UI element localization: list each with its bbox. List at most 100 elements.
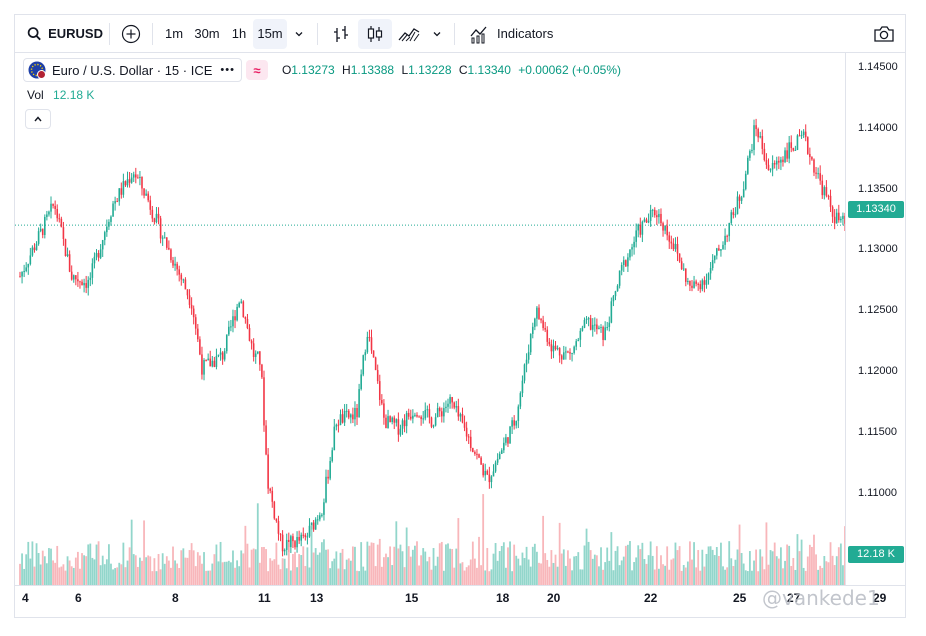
candle-body: [837, 212, 840, 221]
candle-body: [62, 227, 65, 239]
volume-bar: [416, 541, 418, 585]
candle-body: [213, 360, 216, 367]
interval-button-1m[interactable]: 1m: [159, 19, 189, 49]
candles-style-button[interactable]: [358, 18, 392, 49]
volume-bar: [184, 557, 187, 585]
volume-bar: [167, 560, 170, 585]
candle-body: [432, 425, 435, 427]
volume-bar: [265, 549, 267, 585]
bar-chart-icon: [334, 25, 348, 42]
candle-body: [31, 247, 34, 256]
candle-body: [608, 322, 611, 328]
volume-bar: [347, 558, 350, 585]
candle-body: [780, 159, 782, 163]
candle-body: [225, 334, 228, 352]
indicators-button[interactable]: Indicators: [461, 19, 561, 49]
volume-bar: [651, 555, 654, 585]
candle-body: [72, 275, 75, 280]
candle-body: [728, 223, 731, 237]
volume-bar: [691, 559, 693, 585]
area-style-button[interactable]: [392, 19, 426, 49]
interval-dropdown-button[interactable]: [287, 19, 311, 49]
volume-bar: [248, 567, 251, 585]
candle-body: [500, 450, 503, 454]
volume-bar: [29, 558, 32, 585]
volume-bar: [114, 568, 117, 585]
volume-bar: [478, 536, 480, 585]
volume-bar: [41, 550, 44, 585]
volume-bar: [658, 568, 660, 585]
symbol-legend-button[interactable]: Euro / U.S. Dollar · 15 · ICE •••: [23, 58, 242, 82]
candle-body: [163, 237, 166, 239]
bars-style-button[interactable]: [324, 19, 358, 49]
price-chart[interactable]: [15, 53, 845, 585]
compare-button[interactable]: [116, 19, 146, 49]
candle-body: [629, 249, 631, 258]
chart-type-dropdown-button[interactable]: [426, 19, 448, 49]
candle-body: [188, 295, 191, 305]
candle-body: [240, 301, 243, 303]
candle-body: [33, 247, 36, 251]
volume-bar: [457, 518, 460, 585]
candle-body: [292, 536, 294, 542]
volume-bar: [246, 543, 249, 585]
volume-bar: [438, 543, 441, 585]
candle-body: [662, 223, 664, 231]
volume-bar: [349, 560, 352, 585]
volume-bar: [54, 562, 57, 585]
candle-body: [534, 318, 536, 327]
candle-body: [488, 474, 491, 483]
symbol-search-button[interactable]: EURUSD: [15, 19, 103, 49]
volume-bar: [256, 503, 259, 585]
volume-bar: [273, 559, 276, 585]
volume-legend: Vol 12.18 K: [27, 88, 94, 102]
volume-bar: [813, 534, 815, 585]
legend-more-button[interactable]: •••: [220, 64, 235, 76]
volume-bar: [492, 553, 495, 585]
candle-body: [277, 520, 280, 534]
candle-body: [598, 327, 600, 330]
volume-bar: [761, 556, 764, 585]
collapse-legend-button[interactable]: [25, 109, 51, 129]
volume-bar: [287, 541, 290, 585]
price-tick: 1.12500: [858, 304, 898, 316]
time-tick: 8: [172, 591, 179, 605]
volume-bar: [757, 571, 760, 585]
volume-bar: [837, 547, 840, 585]
candle-body: [711, 260, 714, 269]
volume-bar: [79, 568, 81, 585]
candle-body: [339, 414, 342, 426]
volume-bar: [517, 558, 520, 585]
price-axis[interactable]: 1.14500 1.14000 1.13500 1.13000 1.12500 …: [845, 53, 905, 585]
interval-button-1h[interactable]: 1h: [225, 19, 253, 49]
volume-bar: [811, 546, 813, 585]
candle-body: [325, 476, 327, 503]
interval-button-15m[interactable]: 15m: [253, 18, 287, 49]
volume-bar: [151, 571, 154, 585]
candle-body: [126, 179, 129, 186]
volume-bar: [236, 560, 239, 585]
volume-bar: [343, 569, 346, 585]
candle-body: [89, 277, 92, 280]
volume-bar: [62, 564, 65, 585]
compare-icon-button[interactable]: ≈: [245, 60, 268, 80]
candle-body: [436, 408, 439, 418]
interval-label: 1h: [231, 26, 247, 41]
snapshot-button[interactable]: [869, 19, 899, 49]
volume-bar: [784, 560, 786, 585]
interval-button-30m[interactable]: 30m: [189, 19, 225, 49]
time-axis[interactable]: 4 6 8 11 13 15 18 20 22 25 27 29: [15, 585, 905, 617]
volume-bar: [180, 550, 183, 585]
candle-body: [174, 263, 176, 266]
volume-bar: [827, 562, 830, 585]
candle-body: [660, 213, 662, 224]
volume-bar: [296, 567, 298, 585]
candle-body: [802, 131, 805, 135]
volume-bar: [494, 543, 497, 585]
volume-bar: [529, 566, 532, 585]
candle-body: [765, 160, 768, 165]
candle-body: [263, 377, 265, 426]
candle-body: [684, 268, 687, 282]
volume-bar: [523, 557, 526, 585]
volume-bar: [85, 556, 88, 585]
